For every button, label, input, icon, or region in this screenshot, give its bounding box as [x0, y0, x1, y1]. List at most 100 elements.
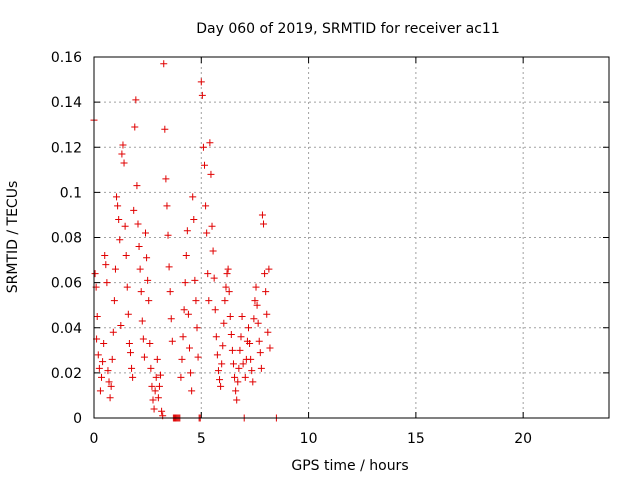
data-point [161, 125, 169, 133]
data-point [227, 331, 235, 339]
data-point [143, 254, 151, 262]
data-point [223, 270, 231, 278]
data-point [238, 312, 246, 320]
data-point [115, 215, 123, 223]
data-point [117, 321, 125, 329]
data-point [221, 297, 229, 305]
data-point [257, 364, 265, 372]
data-point [225, 288, 233, 296]
data-point [194, 353, 202, 361]
data-point [109, 328, 117, 336]
data-point [160, 60, 168, 68]
data-point [139, 335, 147, 343]
data-point [262, 288, 270, 296]
data-point [179, 333, 187, 341]
y-tick-label: 0.16 [51, 50, 82, 66]
data-point [120, 159, 128, 167]
data-point [108, 355, 116, 363]
data-point [265, 265, 273, 273]
data-point [222, 283, 230, 291]
data-point [206, 139, 214, 147]
data-point [216, 376, 224, 384]
data-point [152, 373, 160, 381]
data-point [103, 279, 111, 287]
data-point [116, 236, 124, 244]
data-point [197, 78, 205, 86]
data-point [140, 353, 148, 361]
data-point [183, 227, 191, 235]
data-point [185, 344, 193, 352]
data-point [119, 141, 127, 149]
data-point [213, 351, 221, 359]
data-point [167, 315, 175, 323]
data-point [104, 367, 112, 375]
data-point [102, 261, 110, 269]
data-point [204, 270, 212, 278]
data-point [251, 297, 259, 305]
data-point [147, 364, 155, 372]
data-point [165, 263, 173, 271]
data-point [125, 340, 133, 348]
data-point [168, 337, 176, 345]
data-point [114, 202, 122, 210]
data-point [261, 270, 269, 278]
data-point [255, 337, 263, 345]
data-point [210, 274, 218, 282]
data-point [264, 328, 272, 336]
data-point [122, 252, 130, 260]
data-point [162, 175, 170, 183]
x-tick-label: 10 [300, 431, 318, 447]
data-point [248, 367, 256, 375]
data-point [211, 306, 219, 314]
data-point [130, 206, 138, 214]
data-point [99, 358, 107, 366]
data-point [212, 333, 220, 341]
data-point [203, 229, 211, 237]
y-tick-label: 0.06 [51, 276, 82, 292]
data-point [136, 265, 144, 273]
data-point [91, 270, 99, 278]
data-point [177, 373, 185, 381]
data-point [138, 317, 146, 325]
data-point [166, 288, 174, 296]
x-tick-label: 20 [514, 431, 532, 447]
data-point [95, 364, 103, 372]
axis-ticks: 0 0.02 0.04 0.06 0.08 0.1 0.12 0.14 0.16 0 5 10 15 20 [51, 50, 609, 447]
data-point [157, 371, 165, 379]
data-point [199, 143, 207, 151]
data-point [131, 123, 139, 131]
data-point [239, 360, 247, 368]
data-point [260, 220, 268, 228]
data-point [154, 394, 162, 402]
data-point [253, 301, 261, 309]
data-point [191, 276, 199, 284]
y-tick-label: 0 [73, 411, 82, 427]
data-point [190, 215, 198, 223]
data-point [226, 312, 234, 320]
data-point [158, 407, 166, 415]
data-point [205, 297, 213, 305]
chart-title: Day 060 of 2019, SRMTID for receiver ac1… [196, 21, 500, 37]
data-point [113, 193, 121, 201]
data-point [111, 265, 119, 273]
data-point [96, 387, 104, 395]
data-point [107, 382, 115, 390]
data-point [236, 346, 244, 354]
y-tick-label: 0.14 [51, 95, 82, 111]
data-point [208, 222, 216, 230]
data-point [229, 360, 237, 368]
data-point [218, 360, 226, 368]
data-point [188, 387, 196, 395]
data-point [231, 373, 239, 381]
data-point [266, 344, 274, 352]
data-point [101, 252, 109, 260]
data-point [245, 324, 252, 332]
data-point [134, 220, 142, 228]
data-point [247, 355, 255, 363]
data-point [148, 382, 156, 390]
data-point [192, 297, 200, 305]
data-point [93, 312, 101, 320]
data-point [121, 222, 129, 230]
y-tick-label: 0.12 [51, 140, 82, 156]
